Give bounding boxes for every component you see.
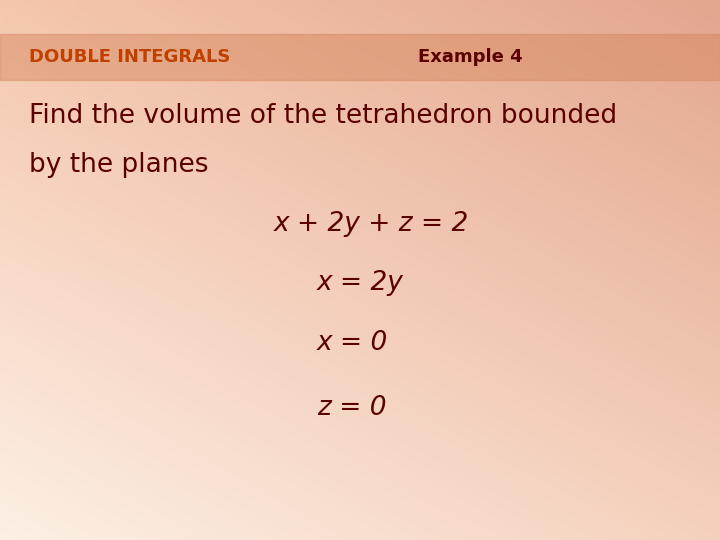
- Text: x = 2y: x = 2y: [317, 271, 404, 296]
- Bar: [0, 33, 720, 79]
- Text: z = 0: z = 0: [317, 395, 387, 421]
- Text: x = 0: x = 0: [317, 330, 388, 356]
- Text: DOUBLE INTEGRALS: DOUBLE INTEGRALS: [29, 48, 230, 66]
- Text: Example 4: Example 4: [418, 48, 522, 66]
- Text: Find the volume of the tetrahedron bounded: Find the volume of the tetrahedron bound…: [29, 103, 617, 129]
- Text: x + 2y + z = 2: x + 2y + z = 2: [274, 211, 469, 237]
- Text: by the planes: by the planes: [29, 152, 208, 178]
